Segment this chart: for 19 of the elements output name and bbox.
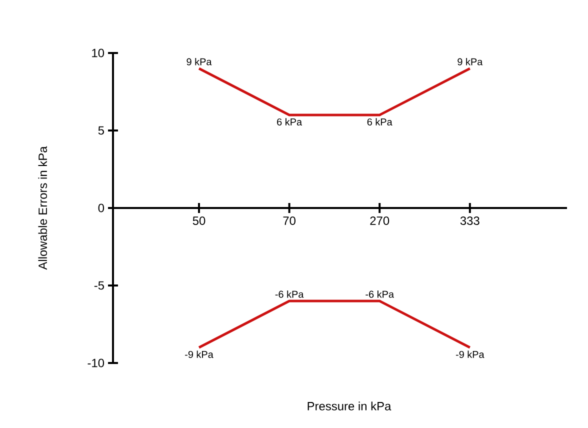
data-label: 6 kPa <box>277 118 302 126</box>
data-label: 9 kPa <box>458 58 483 66</box>
data-label: -9 kPa <box>185 350 214 358</box>
data-label: -9 kPa <box>456 350 484 358</box>
data-label: 6 kPa <box>367 118 392 126</box>
x-tick-label: 333 <box>460 216 480 225</box>
y-tick-label: 0 <box>98 204 104 212</box>
y-tick-label: 5 <box>98 126 104 135</box>
y-tick-label: 10 <box>92 48 104 58</box>
x-tick-label: 270 <box>370 216 390 225</box>
y-tick-label: -5 <box>94 281 104 290</box>
x-tick-label: 70 <box>283 216 296 225</box>
data-label: -6 kPa <box>275 290 304 298</box>
x-axis-title: Pressure in kPa <box>308 402 392 410</box>
y-axis-title: Allowable Errors in kPa <box>38 146 48 270</box>
data-label: 9 kPa <box>186 58 212 66</box>
data-label: -6 kPa <box>366 290 394 298</box>
y-tick-label: -10 <box>88 358 104 368</box>
x-tick-label: 50 <box>192 216 206 225</box>
